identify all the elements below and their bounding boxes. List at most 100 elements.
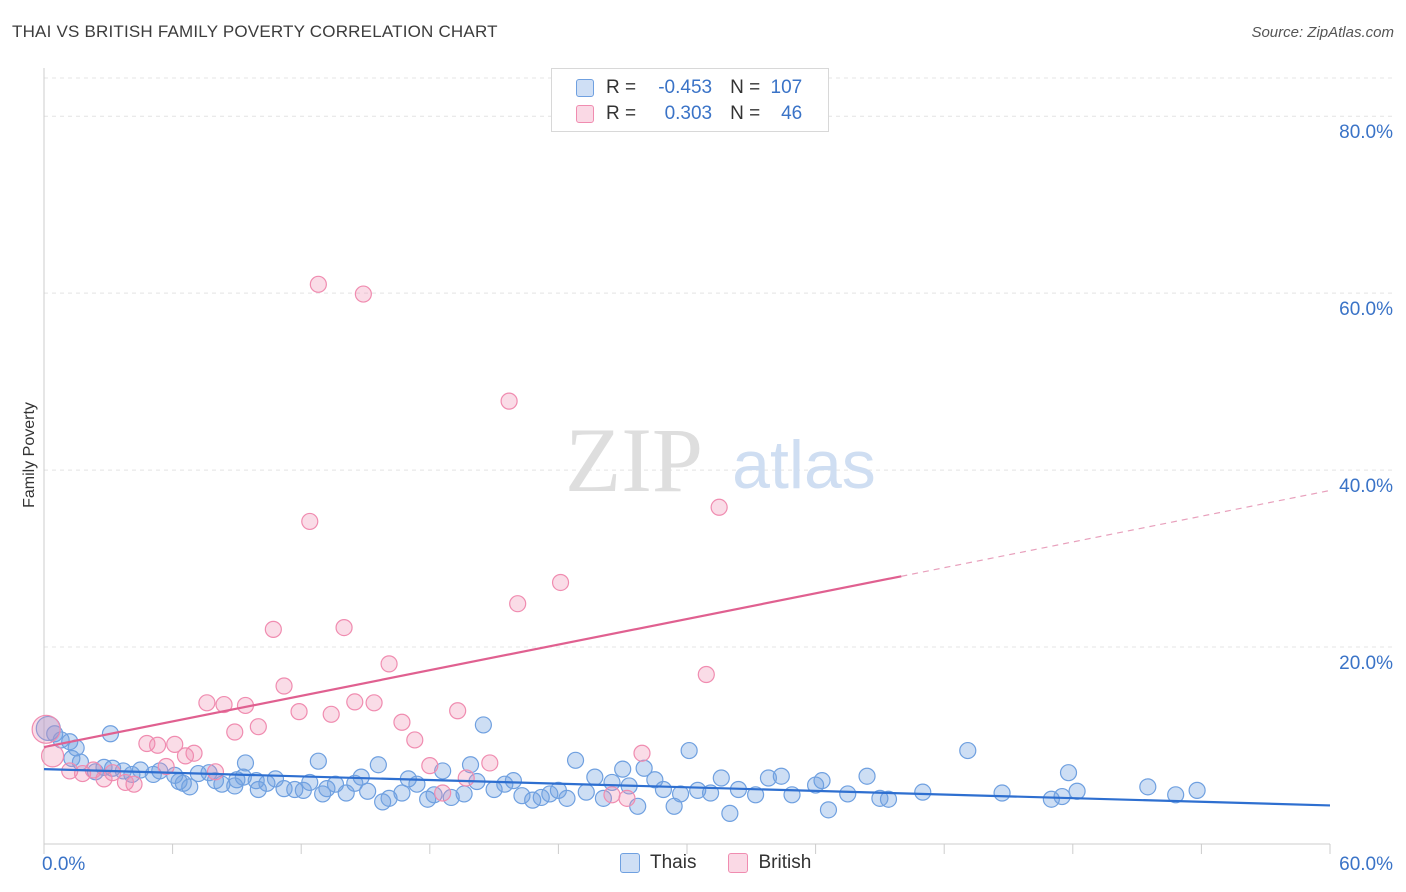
british-trend-line xyxy=(43,575,902,749)
source-credit: Source: ZipAtlas.com xyxy=(1251,24,1394,41)
british-point-40 xyxy=(509,595,527,613)
y-tick-label-2: 60.0% xyxy=(1339,299,1393,320)
legend-n-label: N = xyxy=(730,77,761,98)
thais-point-56 xyxy=(504,772,522,790)
chart-title: THAI VS BRITISH FAMILY POVERTY CORRELATI… xyxy=(12,22,498,41)
series-label-thais: Thais xyxy=(650,852,697,873)
thais-point-50 xyxy=(455,785,473,803)
legend-r-value-thais: -0.453 xyxy=(658,77,713,98)
thais-point-105 xyxy=(181,778,199,796)
thais-point-79 xyxy=(712,769,730,787)
british-point-26 xyxy=(322,705,340,723)
thais-point-40 xyxy=(369,756,387,774)
british-trend-extension xyxy=(901,489,1331,577)
british-point-12 xyxy=(166,735,184,753)
series-legend-british[interactable]: British xyxy=(728,852,811,874)
british-point-10 xyxy=(148,736,167,754)
watermark: ZIP atlas xyxy=(565,409,876,511)
thais-point-1 xyxy=(46,725,64,743)
thais-point-71 xyxy=(635,759,653,777)
legend-row-thais: R = -0.453 N = 107 xyxy=(576,76,802,100)
thais-point-99 xyxy=(1139,778,1157,796)
british-point-33 xyxy=(406,731,424,749)
thais-point-90 xyxy=(858,767,876,785)
series-legend: Thais British xyxy=(620,852,843,874)
y-tick-label-1: 40.0% xyxy=(1339,476,1393,497)
british-point-7 xyxy=(116,773,135,792)
thais-point-64 xyxy=(577,783,595,801)
thais-point-36 xyxy=(337,784,355,802)
british-point-extra-0 xyxy=(710,498,728,516)
legend-r-label: R = xyxy=(606,103,637,124)
thais-point-102 xyxy=(914,783,932,801)
british-point-22 xyxy=(275,677,293,695)
legend-r-value-british: 0.303 xyxy=(664,103,713,124)
thais-point-103 xyxy=(314,785,332,803)
british-point-30 xyxy=(365,694,383,712)
series-swatch-thais xyxy=(620,853,640,873)
thais-point-25 xyxy=(236,754,255,772)
british-point-37 xyxy=(457,769,475,787)
thais-point-89 xyxy=(839,785,857,803)
british-point-32 xyxy=(393,713,411,731)
thais-point-97 xyxy=(1059,764,1078,782)
legend-n-value-british: 46 xyxy=(781,103,803,124)
legend-n-value-thais: 107 xyxy=(770,77,803,98)
thais-point-32 xyxy=(301,773,319,792)
y-tick-labels: 20.0% 40.0% 60.0% 80.0% xyxy=(1339,122,1393,674)
british-point-18 xyxy=(226,723,244,741)
thais-point-95 xyxy=(1042,790,1060,808)
series-british-points xyxy=(31,275,728,807)
thais-point-72 xyxy=(646,771,664,789)
british-point-17 xyxy=(215,695,233,714)
british-point-27 xyxy=(335,618,353,637)
thais-point-51 xyxy=(461,756,480,774)
legend-row-british: R = 0.303 N = 46 xyxy=(576,102,802,126)
thais-point-87 xyxy=(813,772,831,790)
x-tick-label-1: 60.0% xyxy=(1339,854,1393,875)
x-tick-labels: 0.0% 60.0% xyxy=(42,854,1393,875)
thais-point-49 xyxy=(442,788,460,807)
thais-point-57 xyxy=(513,787,531,805)
series-label-british: British xyxy=(758,852,812,873)
thais-point-98 xyxy=(1068,782,1086,800)
british-point-35 xyxy=(434,784,452,802)
thais-point-84 xyxy=(772,767,790,785)
thais-point-30 xyxy=(286,780,304,799)
thais-point-42 xyxy=(380,789,398,807)
thais-point-33 xyxy=(309,752,327,770)
british-point-20 xyxy=(249,718,267,736)
watermark-atlas: atlas xyxy=(732,427,876,503)
thais-point-93 xyxy=(959,741,977,760)
thais-point-39 xyxy=(359,782,377,800)
thais-point-80 xyxy=(721,804,739,822)
thais-point-53 xyxy=(474,716,492,734)
thais-point-88 xyxy=(819,801,838,819)
y-axis-label: Family Poverty xyxy=(21,402,38,508)
british-point-42 xyxy=(603,786,621,804)
british-point-44 xyxy=(633,744,651,762)
thais-point-96 xyxy=(1053,787,1071,806)
british-point-24 xyxy=(301,512,319,531)
british-point-28 xyxy=(346,693,364,711)
thais-point-101 xyxy=(1167,786,1185,804)
british-point-9 xyxy=(138,734,156,753)
british-point-38 xyxy=(481,754,499,772)
thais-point-43 xyxy=(393,784,411,802)
british-point-8 xyxy=(125,775,143,793)
thais-point-82 xyxy=(746,786,765,804)
thais-point-55 xyxy=(496,775,514,793)
british-point-29 xyxy=(354,285,372,303)
y-tick-label-0: 20.0% xyxy=(1339,653,1393,674)
thais-point-37 xyxy=(346,774,364,792)
series-legend-thais[interactable]: Thais xyxy=(620,852,696,874)
thais-point-73 xyxy=(654,780,673,799)
axes xyxy=(43,68,1331,854)
thais-point-63 xyxy=(566,751,585,769)
thais-trend-line xyxy=(43,768,1331,807)
series-thais-points xyxy=(35,715,1206,822)
british-point-43 xyxy=(618,789,636,807)
thais-point-62 xyxy=(558,789,576,807)
thais-point-83 xyxy=(759,769,778,787)
